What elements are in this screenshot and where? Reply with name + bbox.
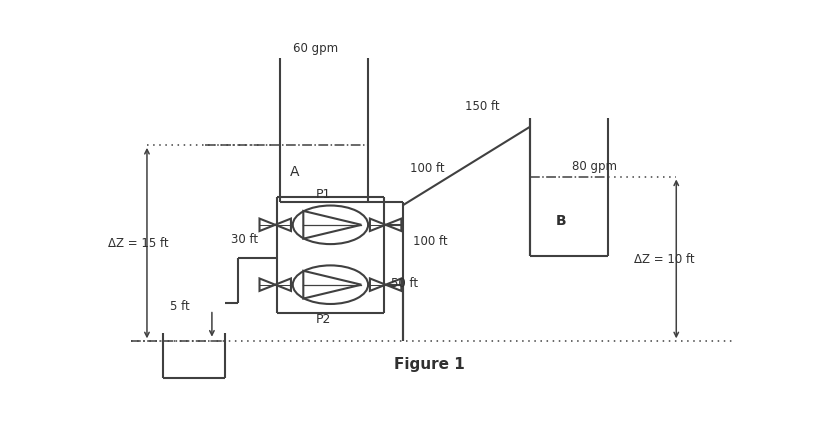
Text: 50 ft: 50 ft bbox=[391, 276, 417, 289]
Text: Figure 1: Figure 1 bbox=[394, 357, 465, 372]
Text: P2: P2 bbox=[316, 313, 331, 326]
Text: 5 ft: 5 ft bbox=[170, 300, 189, 313]
Text: 100 ft: 100 ft bbox=[410, 162, 445, 175]
Text: 150 ft: 150 ft bbox=[465, 100, 499, 113]
Text: ΔZ = 15 ft: ΔZ = 15 ft bbox=[108, 237, 168, 250]
Text: B: B bbox=[556, 214, 566, 229]
Text: 30 ft: 30 ft bbox=[231, 233, 258, 246]
Text: ΔZ = 10 ft: ΔZ = 10 ft bbox=[634, 253, 695, 266]
Text: P1: P1 bbox=[316, 188, 331, 201]
Text: 80 gpm: 80 gpm bbox=[572, 160, 618, 173]
Text: 60 gpm: 60 gpm bbox=[293, 42, 339, 55]
Text: A: A bbox=[290, 165, 299, 178]
Text: 100 ft: 100 ft bbox=[413, 235, 447, 248]
